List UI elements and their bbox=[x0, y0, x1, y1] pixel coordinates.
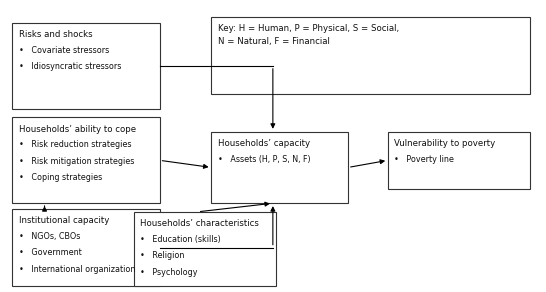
Text: Households’ capacity: Households’ capacity bbox=[218, 139, 310, 148]
Text: Institutional capacity: Institutional capacity bbox=[19, 216, 109, 225]
Bar bbox=[13, 209, 159, 286]
Text: Vulnerability to poverty: Vulnerability to poverty bbox=[394, 139, 496, 148]
Bar bbox=[388, 132, 530, 189]
Text: •   Government: • Government bbox=[19, 248, 81, 258]
Text: Key: H = Human, P = Physical, S = Social,
N = Natural, F = Financial: Key: H = Human, P = Physical, S = Social… bbox=[218, 25, 399, 46]
Bar bbox=[134, 212, 276, 286]
Text: •   Covariate stressors: • Covariate stressors bbox=[19, 46, 109, 55]
Bar bbox=[13, 117, 159, 203]
Bar bbox=[211, 17, 530, 95]
Text: •   Risk mitigation strategies: • Risk mitigation strategies bbox=[19, 157, 134, 166]
Bar bbox=[211, 132, 348, 203]
Text: Households’ characteristics: Households’ characteristics bbox=[140, 219, 259, 228]
Text: Risks and shocks: Risks and shocks bbox=[19, 30, 92, 39]
Bar bbox=[13, 23, 159, 109]
Text: •   NGOs, CBOs: • NGOs, CBOs bbox=[19, 232, 80, 241]
Text: •   International organization: • International organization bbox=[19, 265, 135, 274]
Text: •   Coping strategies: • Coping strategies bbox=[19, 173, 102, 182]
Text: •   Religion: • Religion bbox=[140, 251, 185, 260]
Text: Households’ ability to cope: Households’ ability to cope bbox=[19, 125, 136, 133]
Text: •   Education (skills): • Education (skills) bbox=[140, 235, 221, 244]
Text: •   Assets (H, P, S, N, F): • Assets (H, P, S, N, F) bbox=[218, 154, 311, 164]
Text: •   Idiosyncratic stressors: • Idiosyncratic stressors bbox=[19, 62, 121, 72]
Text: •   Poverty line: • Poverty line bbox=[394, 154, 454, 164]
Text: •   Psychology: • Psychology bbox=[140, 268, 198, 277]
Text: •   Risk reduction strategies: • Risk reduction strategies bbox=[19, 140, 132, 149]
